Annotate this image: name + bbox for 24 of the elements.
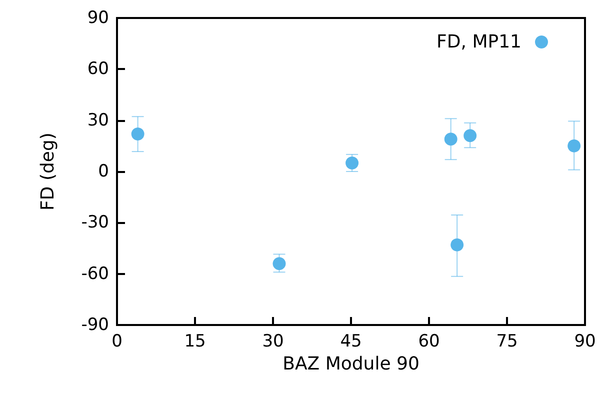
point — [568, 139, 581, 152]
y-tick-label: 90 — [87, 8, 109, 28]
y-tick-label: 30 — [87, 110, 109, 130]
y-tick-label: 0 — [98, 162, 109, 182]
y-tick-label: -60 — [81, 264, 109, 284]
point — [346, 156, 359, 170]
x-tick-label: 90 — [574, 332, 596, 352]
legend-label: FD, MP11 — [436, 32, 522, 52]
x-tick-label: 0 — [112, 332, 122, 352]
point — [131, 127, 144, 140]
point — [464, 129, 477, 142]
x-tick-label: 75 — [496, 332, 518, 352]
y-tick-label: 60 — [87, 59, 109, 80]
x-tick-label: 45 — [340, 332, 362, 352]
y-tick-label: -90 — [81, 315, 109, 335]
x-axis-title: BAZ Module 90 — [282, 354, 420, 374]
point — [450, 238, 464, 252]
x-tick-label: 30 — [262, 332, 284, 352]
point — [444, 132, 458, 146]
point — [272, 257, 286, 270]
y-axis-title: FD (deg) — [38, 132, 58, 210]
x-tick-label: 60 — [418, 332, 440, 352]
x-tick-label: 15 — [184, 332, 206, 352]
y-tick-label: -30 — [81, 212, 109, 233]
